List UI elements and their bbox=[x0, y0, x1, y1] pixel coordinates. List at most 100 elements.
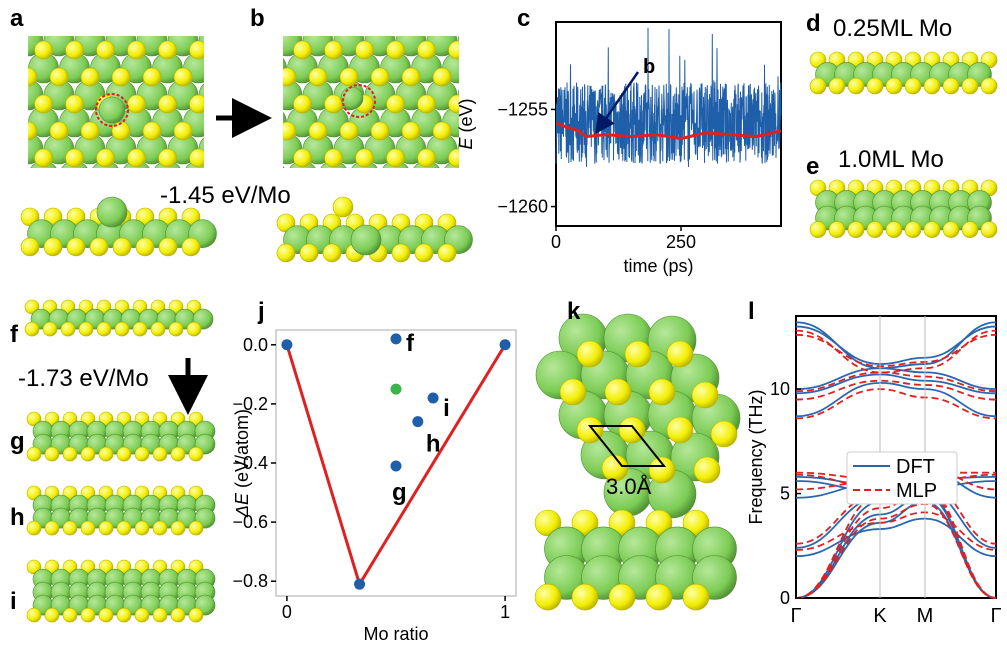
s-atom bbox=[386, 40, 405, 60]
x-axis-label: Mo ratio bbox=[363, 624, 428, 644]
s-atom bbox=[332, 196, 354, 218]
mo-atom bbox=[288, 0, 318, 29]
s-atom bbox=[576, 340, 604, 368]
mo-atom bbox=[0, 53, 28, 83]
panel-label-d: d bbox=[806, 10, 821, 37]
s-atom bbox=[135, 237, 155, 257]
mo-atom bbox=[246, 107, 276, 137]
y-tick-label: −0.2 bbox=[232, 394, 268, 414]
chart-c: 0 250 −1255 −1260 time (ps) E (eV) b bbox=[456, 21, 782, 276]
mo-atom bbox=[489, 134, 519, 164]
s-atom bbox=[81, 176, 99, 194]
s-atom bbox=[293, 148, 312, 168]
mo-atom bbox=[29, 0, 59, 29]
s-atom bbox=[174, 14, 192, 32]
adatom-marker-b bbox=[342, 84, 376, 118]
s-atom bbox=[186, 321, 202, 337]
s-atom bbox=[143, 14, 161, 32]
mo-atom bbox=[184, 0, 214, 29]
x-tick-label: 0 bbox=[282, 602, 292, 622]
s-atom bbox=[923, 77, 941, 95]
mo-atom bbox=[0, 80, 12, 110]
s-atom bbox=[923, 221, 941, 238]
mo-atom bbox=[474, 0, 504, 29]
mo-atom bbox=[153, 0, 183, 29]
s-atom bbox=[576, 416, 604, 444]
s-atom bbox=[480, 149, 498, 167]
data-point bbox=[499, 339, 511, 351]
s-atom bbox=[645, 509, 673, 537]
mo-atom bbox=[350, 0, 380, 29]
structure-d-view bbox=[809, 51, 998, 95]
y-tick-label: 0 bbox=[780, 588, 790, 608]
s-atom bbox=[432, 121, 452, 141]
mo-atom bbox=[283, 111, 287, 133]
data-point bbox=[354, 578, 366, 590]
s-atom bbox=[80, 67, 100, 87]
mlp-band bbox=[795, 388, 997, 420]
mo-atom bbox=[319, 0, 349, 29]
s-atom bbox=[24, 321, 40, 337]
s-atom bbox=[904, 221, 922, 238]
s-atom bbox=[324, 148, 343, 168]
s-atom bbox=[402, 176, 420, 194]
lattice-label-k: 3.0Å bbox=[606, 474, 652, 499]
panel-label-h: h bbox=[10, 504, 25, 531]
s-atom bbox=[601, 454, 629, 482]
s-atom bbox=[28, 121, 38, 141]
dft-band bbox=[795, 517, 997, 558]
s-atom bbox=[188, 607, 204, 623]
coverage-label-e: 1.0ML Mo bbox=[838, 146, 944, 173]
s-atom bbox=[168, 321, 184, 337]
structure-b-top-view bbox=[247, 0, 529, 194]
s-atom bbox=[89, 237, 109, 257]
s-atom bbox=[221, 95, 239, 113]
s-atom bbox=[0, 122, 6, 140]
s-atom bbox=[221, 149, 239, 167]
s-atom bbox=[96, 321, 112, 337]
legend-label-dft: DFT bbox=[896, 456, 935, 478]
s-atom bbox=[80, 446, 96, 462]
s-atom bbox=[828, 77, 846, 95]
s-atom bbox=[0, 176, 6, 194]
s-atom bbox=[293, 94, 312, 114]
s-atom bbox=[247, 122, 265, 140]
s-atom bbox=[276, 243, 296, 263]
s-atom bbox=[34, 40, 53, 60]
s-atom bbox=[65, 148, 84, 168]
y-tick-label: 0.0 bbox=[243, 335, 268, 355]
mo-atom bbox=[0, 188, 12, 218]
s-atom bbox=[252, 149, 270, 167]
s-atom bbox=[370, 67, 390, 87]
s-atom bbox=[847, 77, 865, 95]
s-atom bbox=[355, 40, 374, 60]
s-atom bbox=[65, 40, 84, 60]
mo-atom bbox=[283, 57, 287, 79]
mo-atom bbox=[0, 161, 28, 191]
energy-label-fg: -1.73 eV/Mo bbox=[18, 365, 149, 392]
s-atom bbox=[691, 381, 719, 409]
s-atom bbox=[221, 41, 239, 59]
s-atom bbox=[28, 67, 38, 87]
s-atom bbox=[20, 237, 40, 257]
mo-atom bbox=[457, 36, 459, 48]
s-atom bbox=[433, 176, 451, 194]
s-atom bbox=[152, 520, 168, 536]
s-atom bbox=[693, 456, 721, 484]
mo-atom bbox=[350, 224, 382, 256]
mo-atom bbox=[230, 134, 260, 164]
s-atom bbox=[608, 509, 636, 537]
annotation-label: b bbox=[643, 56, 655, 78]
s-atom bbox=[42, 321, 58, 337]
s-atom bbox=[263, 95, 281, 113]
unit-cell-k bbox=[587, 425, 667, 467]
s-atom bbox=[511, 41, 529, 59]
s-atom bbox=[448, 148, 459, 168]
y-axis-label: Frequency (THz) bbox=[746, 389, 766, 524]
s-atom bbox=[293, 40, 312, 60]
s-atom bbox=[299, 243, 319, 263]
structure-k-side-view bbox=[534, 509, 737, 611]
s-atom bbox=[904, 77, 922, 95]
s-atom bbox=[112, 14, 130, 32]
